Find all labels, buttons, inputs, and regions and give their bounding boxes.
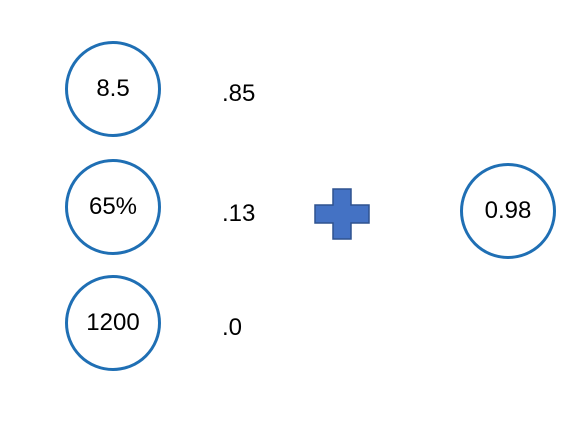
- input-node-2-value: 65%: [88, 193, 138, 220]
- weight-3: .0: [222, 314, 243, 341]
- input-node-3-value: 1200: [86, 309, 140, 336]
- plus-icon: [314, 188, 370, 240]
- output-node: 0.98: [460, 163, 556, 259]
- weight-2: .13: [222, 200, 256, 227]
- output-node-value: 0.98: [484, 197, 532, 224]
- weight-1: .85: [222, 80, 256, 107]
- input-node-3: 1200: [65, 275, 161, 371]
- input-node-2: 65%: [65, 159, 161, 255]
- input-node-1-value: 8.5: [96, 75, 130, 102]
- input-node-1: 8.5: [65, 41, 161, 137]
